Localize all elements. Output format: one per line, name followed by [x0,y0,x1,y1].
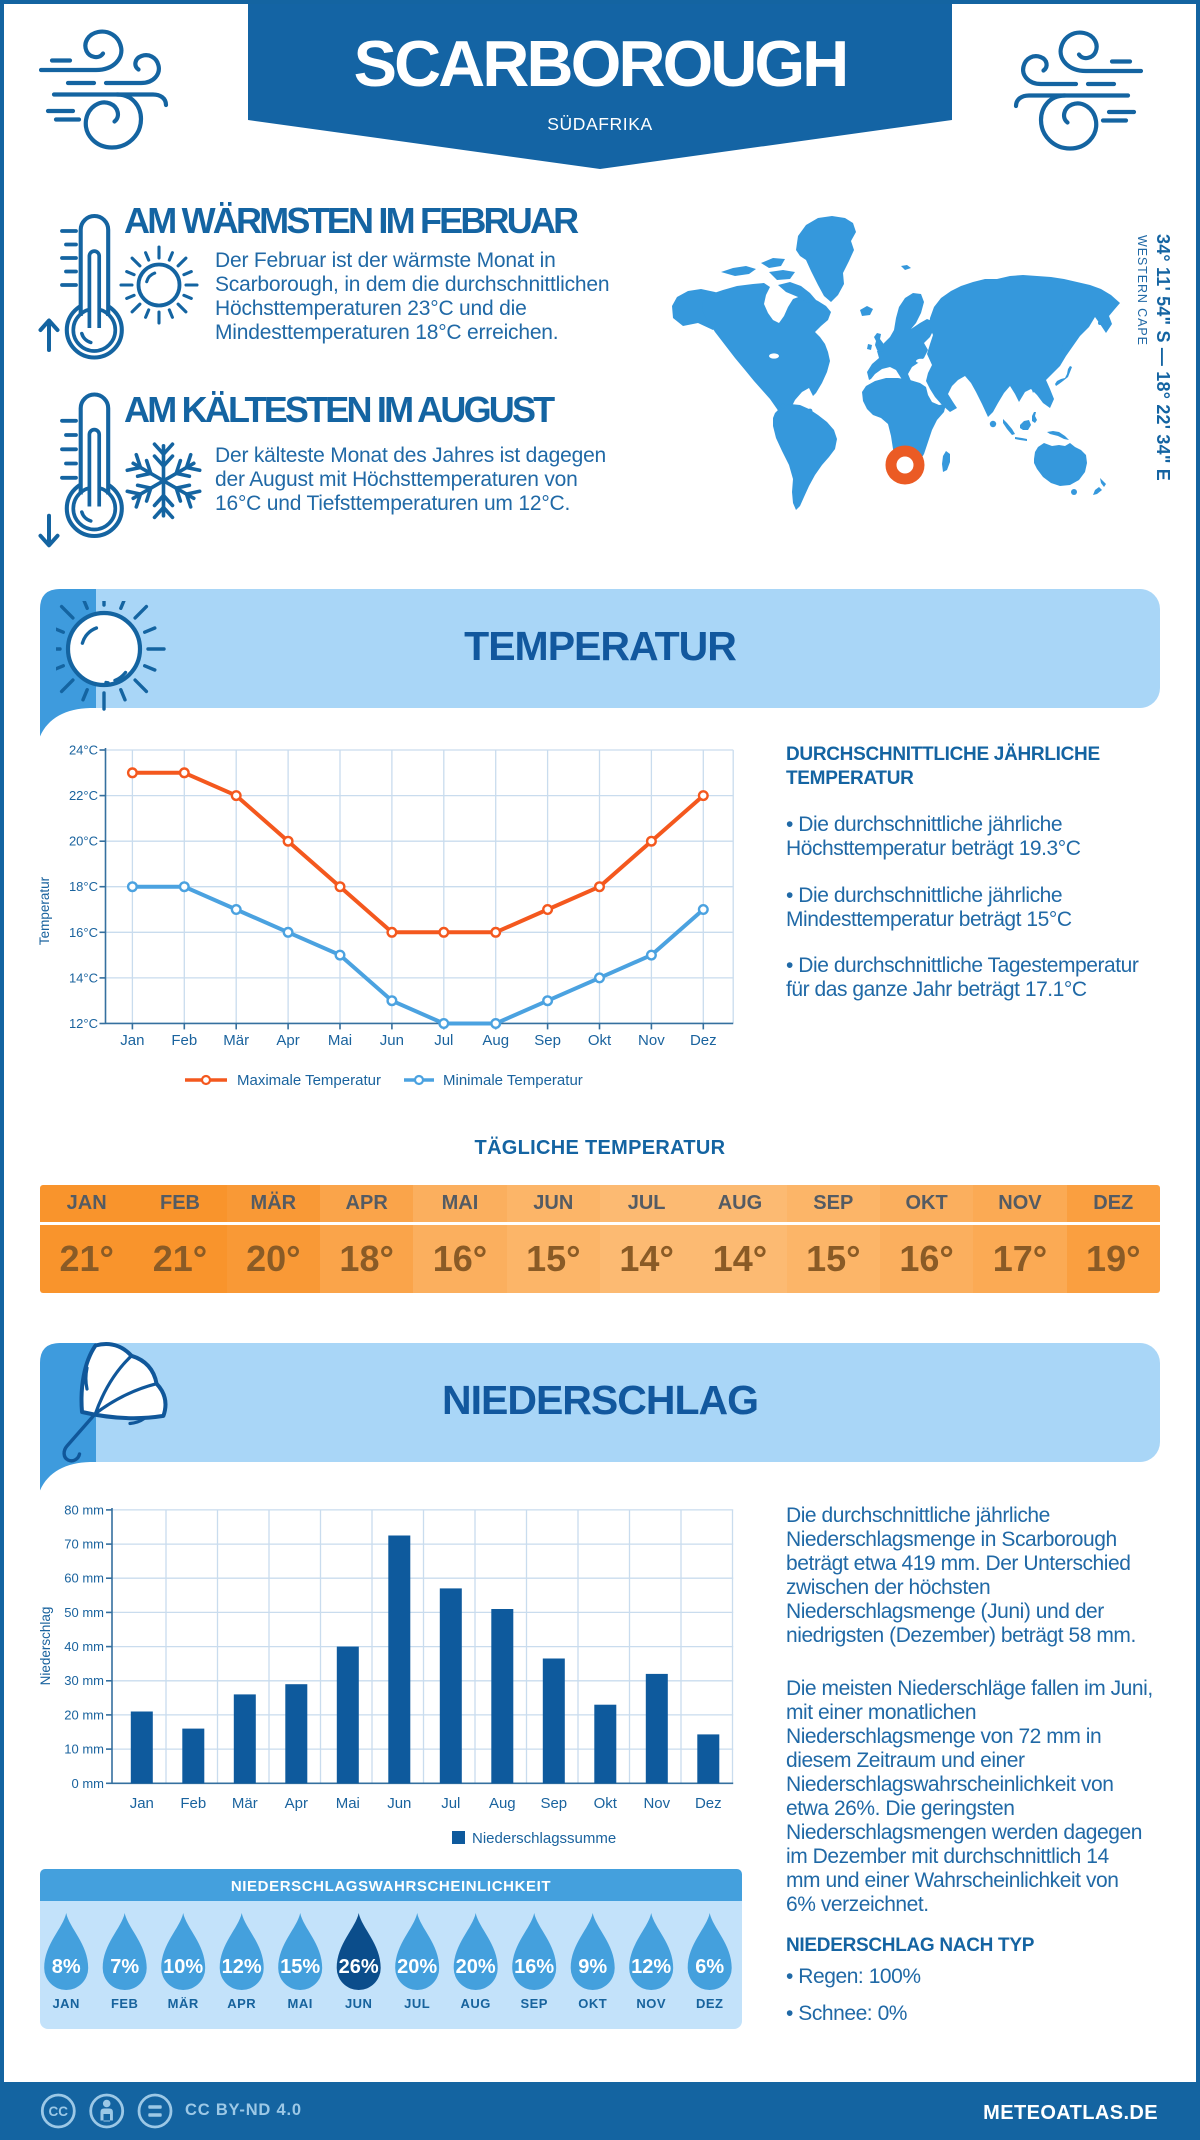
svg-text:Niederschlag: Niederschlag [38,1607,53,1686]
svg-text:16°C: 16°C [69,925,98,940]
svg-text:Jun: Jun [380,1032,404,1049]
svg-text:Nov: Nov [643,1795,670,1812]
svg-text:Jul: Jul [434,1032,453,1049]
svg-text:Aug: Aug [482,1032,509,1049]
svg-text:12°C: 12°C [69,1016,98,1031]
svg-text:Mär: Mär [232,1795,258,1812]
svg-text:14°C: 14°C [69,970,98,985]
svg-text:Dez: Dez [690,1032,717,1049]
svg-text:30 mm: 30 mm [64,1673,104,1688]
svg-text:20%: 20% [397,1956,437,1978]
svg-text:Jan: Jan [130,1795,154,1812]
svg-text:APR: APR [227,1996,256,2011]
svg-text:18°C: 18°C [69,879,98,894]
svg-text:16%: 16% [514,1956,554,1978]
svg-text:FEB: FEB [111,1996,139,2011]
svg-text:JUL: JUL [404,1996,430,2011]
svg-text:6%: 6% [695,1956,724,1978]
svg-text:40 mm: 40 mm [64,1639,104,1654]
svg-text:Feb: Feb [171,1032,197,1049]
svg-text:Jul: Jul [441,1795,460,1812]
svg-text:20°C: 20°C [69,834,98,849]
svg-text:15%: 15% [280,1956,320,1978]
svg-text:Mai: Mai [336,1795,360,1812]
svg-text:Jun: Jun [387,1795,411,1812]
svg-text:22°C: 22°C [69,788,98,803]
svg-text:OKT: OKT [578,1996,607,2011]
svg-text:AUG: AUG [461,1996,491,2011]
svg-text:60 mm: 60 mm [64,1571,104,1586]
svg-text:JUN: JUN [345,1996,373,2011]
svg-text:Feb: Feb [180,1795,206,1812]
svg-text:8%: 8% [52,1956,81,1978]
svg-text:26%: 26% [339,1956,379,1978]
svg-text:24°C: 24°C [69,743,98,758]
svg-text:DEZ: DEZ [696,1996,724,2011]
svg-text:Niederschlagssumme: Niederschlagssumme [472,1830,616,1847]
svg-text:80 mm: 80 mm [64,1502,104,1517]
svg-text:Aug: Aug [489,1795,516,1812]
svg-text:Dez: Dez [695,1795,722,1812]
svg-text:Sep: Sep [540,1795,567,1812]
svg-text:Mär: Mär [223,1032,249,1049]
svg-text:12%: 12% [222,1956,262,1978]
svg-text:7%: 7% [110,1956,139,1978]
svg-text:Temperatur: Temperatur [37,876,52,945]
svg-text:10 mm: 10 mm [64,1742,104,1757]
svg-text:Okt: Okt [594,1795,618,1812]
svg-text:Nov: Nov [638,1032,665,1049]
svg-text:12%: 12% [631,1956,671,1978]
svg-text:Minimale Temperatur: Minimale Temperatur [443,1072,583,1089]
svg-text:Maximale Temperatur: Maximale Temperatur [237,1072,381,1089]
svg-text:Okt: Okt [588,1032,612,1049]
svg-text:20%: 20% [456,1956,496,1978]
svg-text:0 mm: 0 mm [72,1776,105,1791]
svg-text:9%: 9% [578,1956,607,1978]
svg-text:10%: 10% [163,1956,203,1978]
svg-text:Sep: Sep [534,1032,561,1049]
svg-text:NOV: NOV [636,1996,666,2011]
svg-text:20 mm: 20 mm [64,1707,104,1722]
svg-text:Jan: Jan [120,1032,144,1049]
svg-text:CC: CC [49,2104,69,2119]
svg-text:Mai: Mai [328,1032,352,1049]
svg-text:50 mm: 50 mm [64,1605,104,1620]
svg-text:MÄR: MÄR [168,1996,199,2011]
svg-text:70 mm: 70 mm [64,1537,104,1552]
svg-text:MAI: MAI [288,1996,313,2011]
svg-text:Apr: Apr [276,1032,299,1049]
svg-text:JAN: JAN [52,1996,80,2011]
svg-text:Apr: Apr [285,1795,308,1812]
svg-text:SEP: SEP [520,1996,548,2011]
